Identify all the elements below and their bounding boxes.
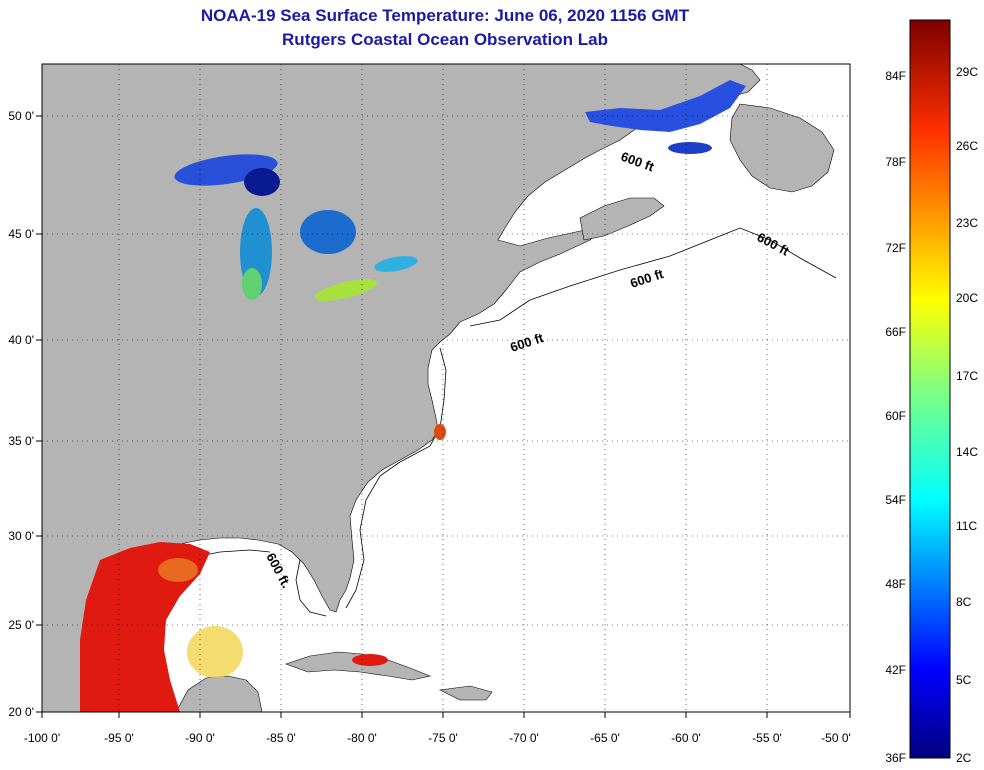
lon-label: -60 0' (671, 731, 701, 745)
cuba-land (285, 651, 432, 681)
hatteras-sst (434, 424, 446, 440)
lat-label: 45 0' (8, 227, 34, 241)
map-subtitle: Rutgers Coastal Ocean Observation Lab (282, 30, 608, 49)
nova-scotia-land (579, 197, 665, 241)
great-lakes (174, 154, 418, 301)
lon-label: -90 0' (185, 731, 215, 745)
lon-label: -85 0' (266, 731, 296, 745)
gulf-sst (80, 542, 243, 712)
colorbar-c-label: 11C (956, 519, 977, 533)
colorbar (909, 19, 951, 759)
lon-label: -70 0' (509, 731, 539, 745)
colorbar-c-label: 5C (956, 673, 972, 687)
lon-label: -100 0' (24, 731, 60, 745)
st-lawrence-sst (585, 80, 746, 154)
colorbar-f-label: 42F (885, 663, 906, 677)
lat-label: 20 0' (8, 705, 34, 719)
newfoundland-land (729, 103, 835, 193)
colorbar-c-label: 8C (956, 595, 972, 609)
colorbar-f-label: 66F (885, 325, 906, 339)
lat-label: 25 0' (8, 618, 34, 632)
lon-label: -50 0' (821, 731, 851, 745)
contour-600ft-north (469, 227, 837, 327)
contour-600ft-south (345, 347, 447, 609)
colorbar-f-label: 60F (885, 409, 906, 423)
colorbar-f-label: 72F (885, 241, 906, 255)
tick-marks (36, 115, 851, 718)
lat-label: 35 0' (8, 434, 34, 448)
colorbar-c-label: 17C (956, 369, 978, 383)
cuba-sst (352, 654, 388, 666)
map-frame (41, 63, 851, 713)
lat-label: 30 0' (8, 529, 34, 543)
colorbar-c-label: 20C (956, 291, 978, 305)
colorbar-f-label: 78F (885, 155, 906, 169)
lon-label: -80 0' (347, 731, 377, 745)
colorbar-c-label: 2C (956, 751, 972, 765)
lon-label: -55 0' (752, 731, 782, 745)
colorbar-c-label: 14C (956, 445, 978, 459)
colorbar-f-label: 48F (885, 577, 906, 591)
lon-label: -95 0' (104, 731, 134, 745)
colorbar-c-label: 29C (956, 65, 978, 79)
yucatan-land (175, 675, 263, 712)
colorbar-c-label: 26C (956, 139, 978, 153)
colorbar-f-label: 54F (885, 493, 906, 507)
lat-label: 50 0' (8, 109, 34, 123)
hispaniola-land (438, 685, 493, 701)
lon-label: -65 0' (590, 731, 620, 745)
map-title: NOAA-19 Sea Surface Temperature: June 06… (200, 6, 690, 25)
colorbar-f-label: 36F (885, 751, 906, 765)
colorbar-f-label: 84F (885, 69, 906, 83)
graticule (42, 64, 850, 712)
lon-label: -75 0' (428, 731, 458, 745)
lat-label: 40 0' (8, 333, 34, 347)
colorbar-c-label: 23C (956, 216, 978, 230)
